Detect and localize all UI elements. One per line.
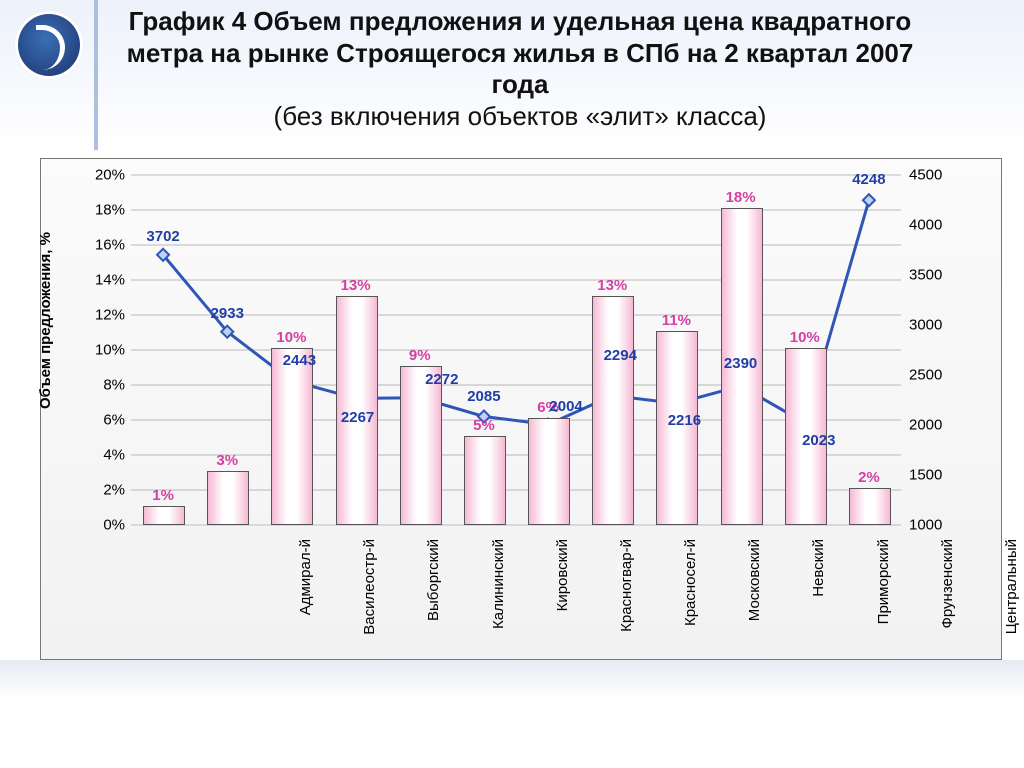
- bar-value-label: 1%: [152, 487, 174, 504]
- category-label: Приморский: [875, 539, 892, 679]
- left-tick: 12%: [95, 307, 125, 324]
- category-label: Фрунзенский: [939, 539, 956, 679]
- line-value-label: 2267: [341, 409, 374, 426]
- left-tick: 8%: [103, 377, 125, 394]
- left-tick: 0%: [103, 517, 125, 534]
- bar: [528, 418, 570, 525]
- line-value-label: 2390: [724, 355, 757, 372]
- plot-region: 1%3%10%13%9%5%6%13%11%18%10%2%3702293324…: [131, 175, 901, 525]
- right-tick: 3500: [909, 267, 942, 284]
- left-axis-title: Объем предложения, %: [37, 232, 54, 409]
- price-line: [163, 200, 869, 424]
- price-markers: [157, 194, 875, 430]
- line-value-label: 2004: [549, 398, 582, 415]
- left-tick: 2%: [103, 482, 125, 499]
- slide: График 4 Объем предложения и удельная це…: [0, 0, 1024, 768]
- line-value-label: 2023: [802, 432, 835, 449]
- title-bold: График 4 Объем предложения и удельная це…: [127, 6, 914, 99]
- line-value-label: 2216: [668, 412, 701, 429]
- category-label: Кировский: [554, 539, 571, 679]
- category-label: Адмирал-й: [297, 539, 314, 679]
- bar: [207, 471, 249, 526]
- chart-area: Объем предложения, % Средневзвешенная це…: [40, 158, 1002, 660]
- category-label: Красносел-й: [682, 539, 699, 679]
- bar-value-label: 10%: [790, 329, 820, 346]
- bar-value-label: 10%: [276, 329, 306, 346]
- left-tick: 16%: [95, 237, 125, 254]
- left-tick: 6%: [103, 412, 125, 429]
- bar-value-label: 13%: [341, 277, 371, 294]
- line-value-label: 2933: [211, 305, 244, 322]
- bar-value-label: 18%: [726, 189, 756, 206]
- bar-value-label: 13%: [597, 277, 627, 294]
- bar: [143, 506, 185, 526]
- bar: [271, 348, 313, 525]
- left-tick: 10%: [95, 342, 125, 359]
- category-label: Выборгский: [425, 539, 442, 679]
- bar-value-label: 3%: [216, 452, 238, 469]
- right-tick: 3000: [909, 317, 942, 334]
- right-tick: 4000: [909, 217, 942, 234]
- line-value-label: 2443: [283, 352, 316, 369]
- bar-value-label: 5%: [473, 417, 495, 434]
- left-tick: 18%: [95, 202, 125, 219]
- right-tick: 4500: [909, 167, 942, 184]
- bar: [592, 296, 634, 526]
- left-tick: 14%: [95, 272, 125, 289]
- right-tick: 2500: [909, 367, 942, 384]
- slide-title: График 4 Объем предложения и удельная це…: [110, 6, 930, 133]
- bar: [400, 366, 442, 526]
- category-label: Красногвар-й: [618, 539, 635, 679]
- left-tick: 20%: [95, 167, 125, 184]
- title-subline: (без включения объектов «элит» класса): [274, 101, 767, 131]
- right-tick: 1000: [909, 517, 942, 534]
- right-tick: 1500: [909, 467, 942, 484]
- bar-value-label: 9%: [409, 347, 431, 364]
- line-value-label: 2294: [604, 347, 637, 364]
- line-value-label: 2272: [425, 371, 458, 388]
- category-label: Невский: [810, 539, 827, 679]
- footer-shadow: [0, 660, 1024, 700]
- left-tick: 4%: [103, 447, 125, 464]
- line-value-label: 4248: [852, 171, 885, 188]
- right-tick: 2000: [909, 417, 942, 434]
- bar-value-label: 11%: [662, 312, 691, 329]
- bar: [464, 436, 506, 526]
- category-label: Калининский: [490, 539, 507, 679]
- line-value-label: 3702: [146, 228, 179, 245]
- header-divider: [94, 0, 98, 150]
- category-label: Центральный: [1003, 539, 1020, 679]
- bar: [849, 488, 891, 525]
- company-logo-icon: [18, 14, 80, 76]
- line-value-label: 2085: [467, 388, 500, 405]
- category-label: Василеостр-й: [361, 539, 378, 679]
- bar-value-label: 2%: [858, 469, 880, 486]
- category-label: Московский: [746, 539, 763, 679]
